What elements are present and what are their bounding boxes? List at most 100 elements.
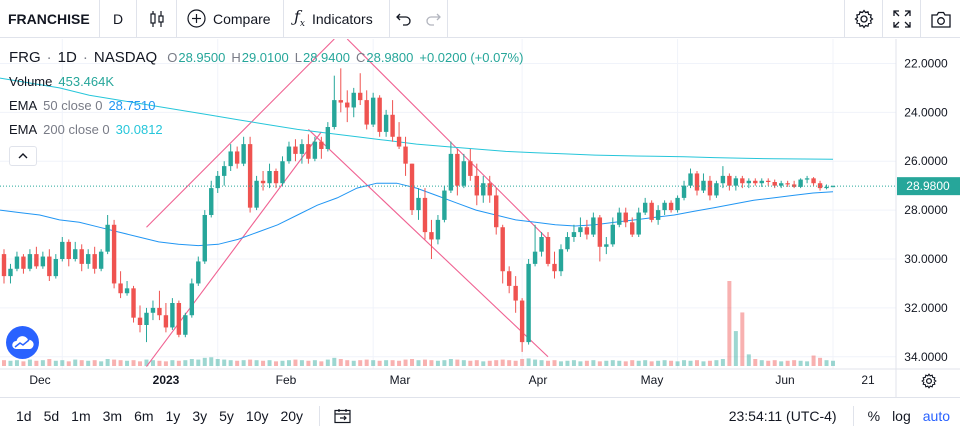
volume-bar [494, 360, 499, 366]
candle [124, 281, 130, 296]
candle-body [111, 224, 117, 284]
candle [293, 139, 298, 162]
settings-button[interactable] [844, 0, 882, 38]
volume-bar [487, 360, 492, 366]
candle-body [332, 100, 337, 127]
range-button-5d[interactable]: 5d [43, 407, 60, 424]
candle-body [552, 263, 557, 272]
clock-time[interactable]: 23:54:11 (UTC-4) [728, 407, 837, 424]
volume-bar [222, 359, 227, 366]
top-toolbar: FRANCHISE D Compare ƒx Indicators [0, 0, 960, 38]
tradingview-logo[interactable] [6, 326, 39, 359]
snapshot-button[interactable] [920, 0, 960, 38]
volume-bar [312, 360, 317, 366]
candle [830, 185, 836, 188]
time-tick-label: 21 [861, 373, 875, 387]
time-axis-settings-button[interactable] [918, 371, 940, 391]
range-button-1d[interactable]: 1d [16, 407, 32, 424]
undo-button[interactable] [390, 0, 418, 38]
volume-bar [60, 360, 65, 366]
goto-date-button[interactable] [328, 408, 358, 424]
candle-body [545, 237, 551, 264]
volume-bar [591, 360, 596, 366]
candle-body [124, 288, 130, 294]
legend-ema50-row[interactable]: EMA 50 close 0 28.7510 [9, 94, 523, 118]
candle-body [727, 175, 732, 186]
volume-bar [299, 360, 304, 366]
chevron-up-icon [18, 153, 28, 159]
chart-type-button[interactable] [137, 0, 177, 38]
volume-bar [688, 360, 693, 366]
legend-ema200-row[interactable]: EMA 200 close 0 30.0812 [9, 118, 523, 142]
candle [630, 217, 635, 237]
indicators-button[interactable]: ƒx Indicators [284, 0, 390, 38]
range-button-3y[interactable]: 3y [192, 407, 208, 424]
candle [170, 298, 175, 330]
candle-body [578, 227, 583, 233]
volume-bar [254, 360, 259, 366]
interval-button[interactable]: D [100, 0, 137, 38]
candle-body [597, 217, 603, 247]
candle [273, 168, 279, 189]
legend-volume-row[interactable]: Volume 453.464K [9, 70, 523, 94]
range-button-3m[interactable]: 3m [102, 407, 123, 424]
price-tick-label: 24.0000 [904, 105, 948, 119]
range-button-10y[interactable]: 10y [245, 407, 269, 424]
volume-bar [286, 360, 291, 366]
volume-bar [552, 360, 557, 366]
symbol-search-button[interactable]: FRANCHISE [0, 0, 100, 38]
candle-body [688, 173, 693, 186]
volume-value: 453.464K [58, 74, 115, 89]
auto-toggle[interactable]: auto [922, 407, 950, 424]
range-button-1y[interactable]: 1y [165, 407, 181, 424]
candle [791, 180, 797, 189]
last-price-label: 28.9800 [906, 179, 950, 193]
volume-bar [235, 360, 240, 366]
range-button-6m[interactable]: 6m [134, 407, 154, 424]
compare-label: Compare [213, 10, 271, 27]
candle [209, 180, 214, 218]
time-tick-label: Jun [775, 373, 794, 387]
volume-bar [623, 361, 628, 366]
volume-bar [682, 360, 687, 366]
candle-body [98, 251, 104, 269]
candle-body [131, 288, 136, 318]
volume-bar [617, 360, 622, 366]
indicators-label: Indicators [312, 10, 373, 27]
redo-button[interactable] [418, 0, 448, 38]
candle [196, 256, 201, 286]
candle [222, 161, 227, 186]
candle-body [617, 212, 622, 225]
candle [591, 212, 596, 237]
candle [1, 249, 7, 284]
volume-bar [332, 357, 337, 366]
volume-bar [733, 331, 738, 366]
candle [163, 303, 169, 333]
volume-bar [390, 360, 395, 366]
candle-body [280, 161, 285, 184]
candle-body [183, 315, 188, 335]
price-chart[interactable]: 34.0000 32.0000 30.0000 28.0000 26.0000 24.00… [0, 39, 960, 397]
range-button-20y[interactable]: 20y [280, 407, 304, 424]
candle-body [358, 92, 363, 101]
candle-body [85, 254, 91, 264]
range-button-1m[interactable]: 1m [71, 407, 91, 424]
log-toggle[interactable]: log [892, 407, 911, 424]
fullscreen-button[interactable] [882, 0, 920, 38]
volume-bar [403, 359, 408, 366]
candle-body [409, 163, 415, 211]
volume-bar [818, 357, 823, 366]
candle-body [442, 190, 447, 220]
compare-button[interactable]: Compare [177, 0, 284, 38]
volume-bar [474, 360, 479, 366]
candle [396, 122, 402, 149]
volume-bar [610, 360, 615, 366]
candle [228, 144, 233, 171]
volume-bar [604, 360, 609, 366]
legend-collapse-button[interactable] [9, 146, 37, 166]
percent-toggle[interactable]: % [867, 407, 881, 424]
range-button-5y[interactable]: 5y [219, 407, 234, 424]
candle [345, 90, 350, 123]
candle-body [66, 241, 71, 259]
volume-bar [740, 312, 745, 366]
